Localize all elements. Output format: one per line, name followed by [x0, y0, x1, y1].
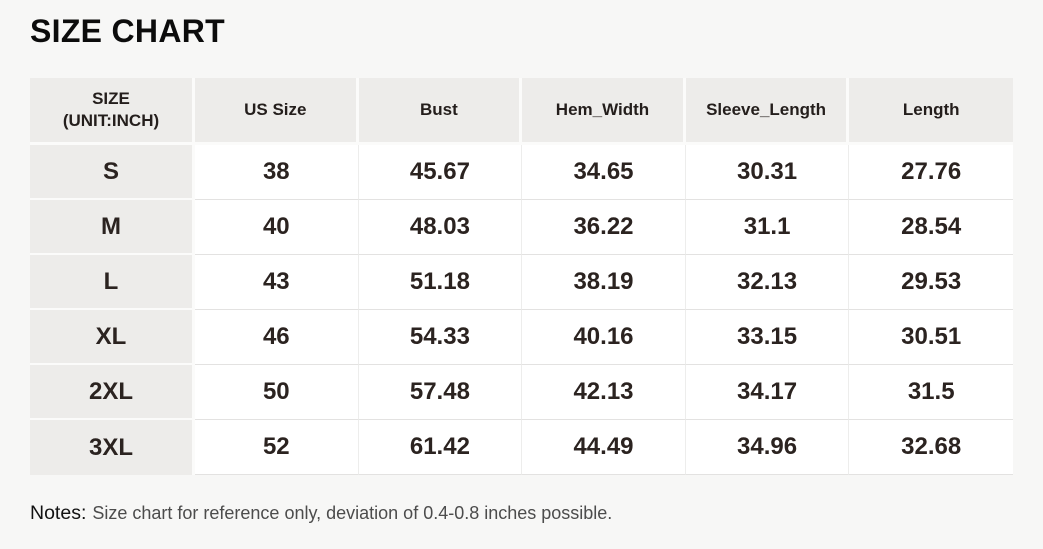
data-cell: 51.18 [358, 255, 523, 310]
data-cell: 27.76 [849, 145, 1013, 200]
data-cell: 52 [195, 420, 359, 475]
data-cell: 36.22 [522, 200, 686, 255]
header-cell-us-size: US Size [195, 78, 359, 145]
header-cell-hem-width: Hem_Width [522, 78, 686, 145]
data-cell: 32.13 [685, 255, 850, 310]
table-row-s: S 38 45.67 34.65 30.31 27.76 [30, 145, 1013, 200]
page-title: SIZE CHART [30, 13, 225, 49]
notes-label: Notes: [30, 502, 87, 524]
header-row: SIZE (UNIT:INCH) US Size Bust Hem_Width … [30, 78, 1013, 145]
size-label: L [30, 255, 195, 310]
size-label: 2XL [30, 365, 195, 420]
data-cell: 45.67 [358, 145, 523, 200]
size-label: M [30, 200, 195, 255]
data-cell: 38 [195, 145, 359, 200]
header-cell-size: SIZE (UNIT:INCH) [30, 78, 195, 145]
size-chart-table: SIZE (UNIT:INCH) US Size Bust Hem_Width … [30, 78, 1013, 475]
data-cell: 38.19 [522, 255, 686, 310]
data-cell: 31.1 [685, 200, 850, 255]
table-row-xl: XL 46 54.33 40.16 33.15 30.51 [30, 310, 1013, 365]
data-cell: 30.51 [849, 310, 1013, 365]
data-cell: 40.16 [522, 310, 686, 365]
notes-text: Size chart for reference only, deviation… [92, 503, 613, 523]
table-row-l: L 43 51.18 38.19 32.13 29.53 [30, 255, 1013, 310]
header-cell-bust: Bust [358, 78, 523, 145]
size-label: 3XL [30, 420, 195, 475]
data-cell: 46 [195, 310, 359, 365]
data-cell: 42.13 [522, 365, 686, 420]
data-cell: 28.54 [849, 200, 1013, 255]
data-cell: 48.03 [358, 200, 523, 255]
notes: Notes: Size chart for reference only, dev… [30, 502, 612, 525]
data-cell: 31.5 [849, 365, 1013, 420]
table-row-3xl: 3XL 52 61.42 44.49 34.96 32.68 [30, 420, 1013, 475]
table-row-2xl: 2XL 50 57.48 42.13 34.17 31.5 [30, 365, 1013, 420]
size-label: XL [30, 310, 195, 365]
data-cell: 44.49 [522, 420, 686, 475]
data-cell: 61.42 [358, 420, 523, 475]
header-cell-length: Length [849, 78, 1013, 145]
table-row-m: M 40 48.03 36.22 31.1 28.54 [30, 200, 1013, 255]
data-cell: 30.31 [685, 145, 850, 200]
data-cell: 29.53 [849, 255, 1013, 310]
data-cell: 57.48 [358, 365, 523, 420]
data-cell: 32.68 [849, 420, 1013, 475]
size-label: S [30, 145, 195, 200]
data-cell: 34.17 [685, 365, 850, 420]
data-cell: 43 [195, 255, 359, 310]
data-cell: 50 [195, 365, 359, 420]
data-cell: 34.65 [522, 145, 686, 200]
header-cell-sleeve-length: Sleeve_Length [685, 78, 850, 145]
data-cell: 54.33 [358, 310, 523, 365]
data-cell: 33.15 [685, 310, 850, 365]
data-cell: 40 [195, 200, 359, 255]
data-cell: 34.96 [685, 420, 850, 475]
